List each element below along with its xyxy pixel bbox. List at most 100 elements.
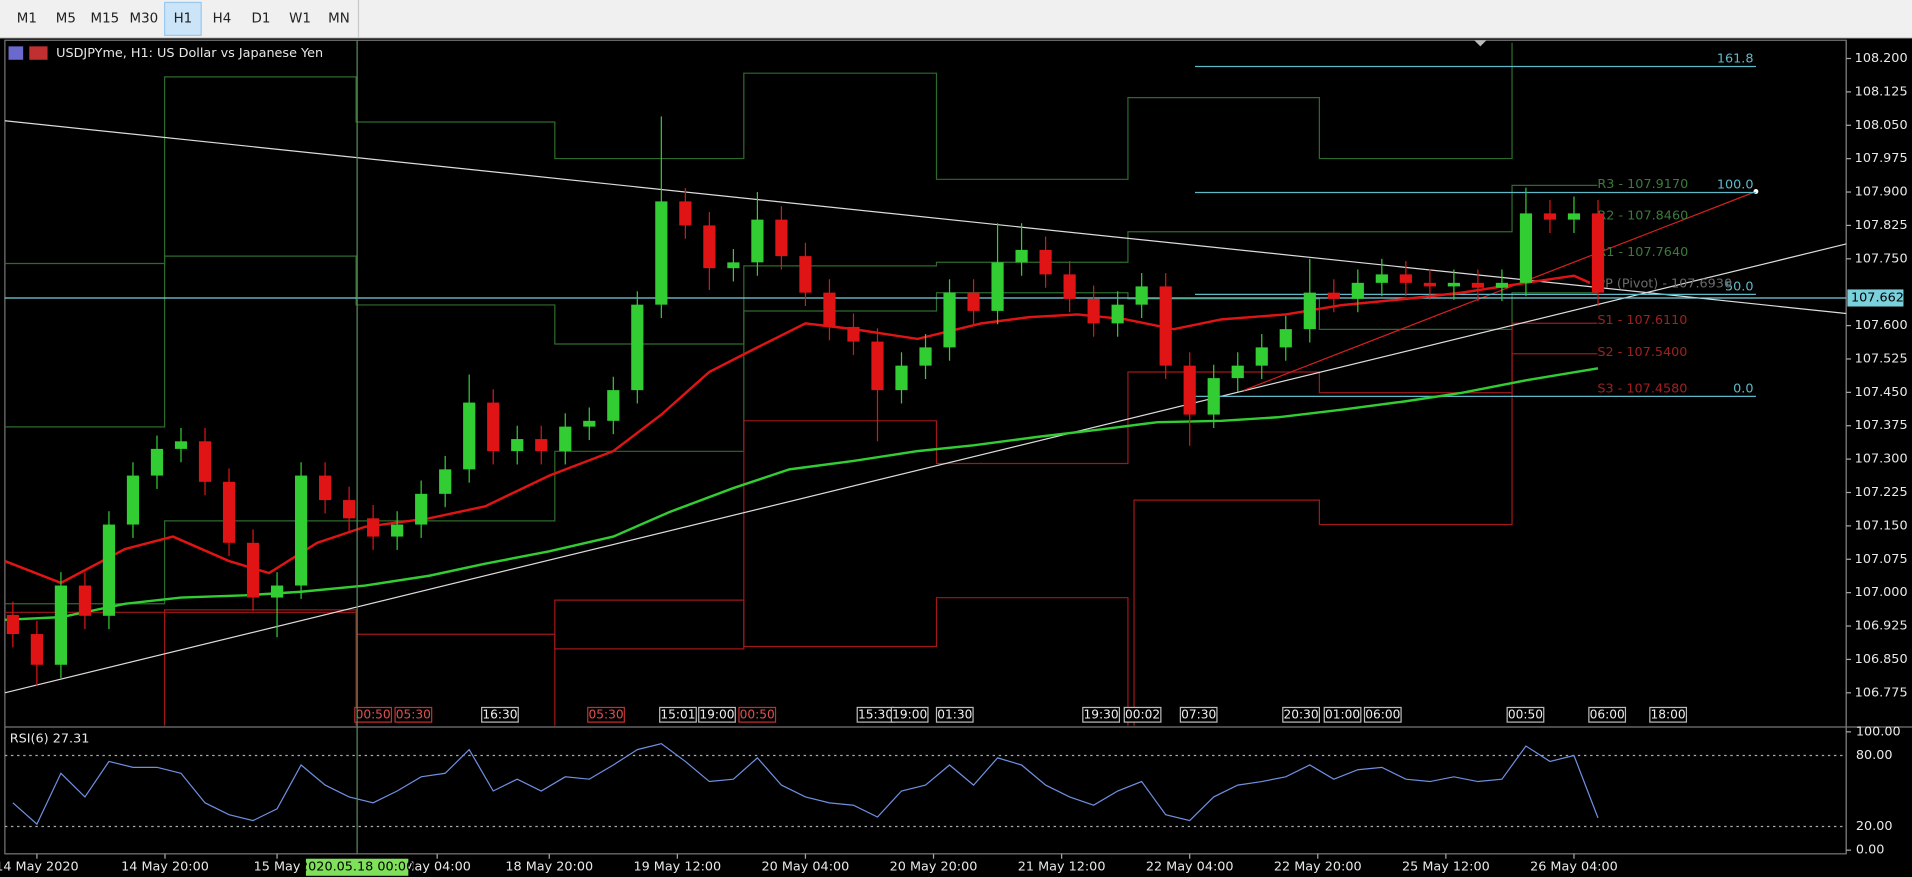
candle-body: [487, 402, 500, 452]
timeframe-button[interactable]: H4: [213, 11, 232, 26]
y-tick-label: 107.900: [1855, 185, 1908, 200]
candle-body: [30, 634, 43, 665]
y-tick-label: 107.075: [1855, 552, 1908, 567]
fib-label: 100.0: [1717, 178, 1754, 193]
candle-body: [871, 341, 884, 391]
candle-body: [294, 475, 308, 586]
candle-body: [655, 201, 668, 305]
candle-body: [78, 585, 92, 616]
timeframe-button[interactable]: MN: [328, 11, 350, 26]
rsi-tick-label: 80.00: [1856, 748, 1893, 763]
timeframe-label: D1: [252, 11, 271, 26]
timeframe-label: M15: [91, 11, 120, 26]
candle-body: [1327, 292, 1340, 299]
rsi-tick-label: 20.00: [1856, 819, 1893, 834]
candle-body: [1087, 298, 1100, 324]
pivot-label: S3 - 107.4580: [1597, 381, 1687, 396]
y-tick-label: 107.375: [1855, 418, 1908, 433]
rsi-line: [12, 743, 1599, 826]
timeframe-label: H4: [213, 11, 232, 26]
x-tick-label: 25 May 12:00: [1402, 860, 1490, 875]
x-tick-label: 26 May 04:00: [1530, 860, 1618, 875]
time-marker-box: [1506, 706, 1545, 723]
crosshair-label: 2020.05.18 00:00: [300, 860, 414, 875]
chart-title: USDJPYme, H1: US Dollar vs Japanese Yen: [56, 46, 323, 61]
x-tick-label: May 04:00: [403, 860, 470, 875]
candle-body: [1543, 213, 1557, 220]
timeframe-button[interactable]: D1: [252, 11, 271, 26]
candle-body: [823, 292, 836, 327]
candle-body: [270, 585, 284, 598]
timeframe-button[interactable]: H1: [164, 1, 202, 36]
y-tick-label: 107.750: [1855, 251, 1908, 266]
candle-body: [463, 402, 476, 470]
time-marker-box: [1179, 706, 1218, 723]
y-tick-label: 106.775: [1855, 685, 1908, 700]
time-marker: 01:30: [937, 707, 972, 721]
pivot-label: R3 - 107.9170: [1597, 177, 1688, 192]
time-marker: 06:00: [1590, 707, 1625, 721]
time-marker-box: [659, 706, 697, 723]
timeframe-label: M30: [130, 11, 159, 26]
time-marker-box: [1123, 706, 1162, 723]
candle-body: [679, 201, 692, 226]
candle-body: [6, 614, 19, 635]
timeframe-button[interactable]: M15: [91, 11, 120, 26]
candle-body: [102, 524, 116, 616]
pivot-pp-line: [4, 292, 1598, 605]
x-tick-label: 22 May 20:00: [1274, 860, 1362, 875]
timeframe-button[interactable]: W1: [289, 11, 311, 26]
y-tick-label: 107.150: [1855, 518, 1908, 533]
time-marker-box: [1649, 706, 1688, 723]
time-marker: 05:30: [396, 707, 431, 721]
rsi-tick-label: 0.00: [1856, 843, 1884, 858]
time-marker-box: [1323, 706, 1362, 723]
candle-body: [367, 518, 380, 537]
candle-body: [919, 347, 932, 366]
trend-anchor: [1753, 189, 1759, 194]
current-price-label: 107.662: [1851, 290, 1904, 305]
time-marker: 15:01: [660, 707, 695, 721]
time-marker-box: [354, 706, 393, 723]
time-marker: 07:30: [1181, 707, 1216, 721]
candle-body: [559, 426, 572, 452]
candle-body: [1399, 274, 1412, 283]
candle-body: [198, 441, 212, 482]
candle-body: [1495, 282, 1509, 288]
candle-body: [1351, 282, 1364, 299]
y-tick-label: 107.300: [1855, 452, 1908, 467]
time-marker-box: [1363, 706, 1402, 723]
candle-body: [1567, 213, 1581, 220]
candle-body: [943, 292, 956, 348]
time-marker-box: [1282, 706, 1320, 723]
pivot-label: S1 - 107.6110: [1597, 313, 1687, 328]
candle-body: [1447, 282, 1460, 287]
x-tick-label: 22 May 04:00: [1146, 860, 1234, 875]
pivot-label: R2 - 107.8460: [1597, 209, 1688, 224]
candle-body: [391, 524, 404, 537]
pivot-label: PP (Pivot) - 107.6930: [1597, 277, 1732, 292]
time-marker: 00:02: [1125, 707, 1160, 721]
moving-average: [4, 274, 1591, 585]
y-tick-label: 106.850: [1855, 652, 1908, 667]
candle-body: [1063, 274, 1076, 299]
trend-line-red: [1243, 190, 1757, 391]
x-tick-label: 18 May 20:00: [505, 860, 593, 875]
time-marker-box: [481, 706, 519, 723]
pivot-steps: [4, 42, 1598, 726]
fib-label: 50.0: [1725, 280, 1753, 295]
candle-body: [1015, 249, 1028, 263]
x-tick-label: 15 May: [254, 860, 301, 875]
y-tick-label: 108.125: [1855, 84, 1908, 99]
y-tick-label: 107.225: [1855, 485, 1908, 500]
timeframe-button[interactable]: M5: [56, 11, 76, 26]
y-tick-label: 108.050: [1855, 118, 1908, 133]
timeframe-button[interactable]: M1: [17, 11, 37, 26]
candle-body: [607, 390, 620, 421]
x-tick-label: 20 May 20:00: [890, 860, 978, 875]
y-tick-label: 107.525: [1855, 351, 1908, 366]
timeframe-button[interactable]: M30: [130, 11, 159, 26]
candle-body: [319, 475, 332, 501]
time-marker: 16:30: [482, 707, 517, 721]
